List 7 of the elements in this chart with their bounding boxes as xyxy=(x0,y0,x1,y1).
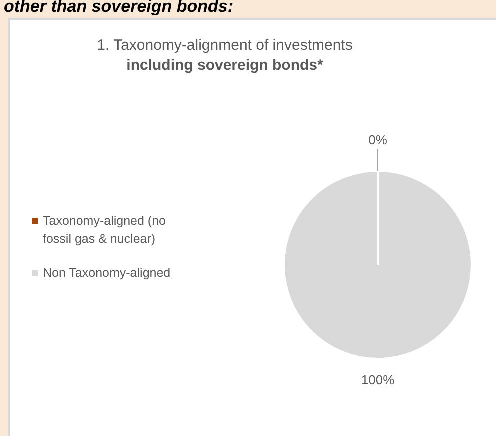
legend-label: Taxonomy-aligned (no fossil gas & nuclear) xyxy=(43,213,167,248)
data-label: 100% xyxy=(361,372,396,388)
chart-title: 1. Taxonomy-alignment of investments xyxy=(96,36,354,56)
chart-subtitle: including sovereign bonds* xyxy=(126,56,324,76)
text: 0% xyxy=(368,132,388,148)
text: other than sovereign bonds: xyxy=(4,0,234,17)
legend-label: Non Taxonomy-aligned xyxy=(43,265,171,282)
